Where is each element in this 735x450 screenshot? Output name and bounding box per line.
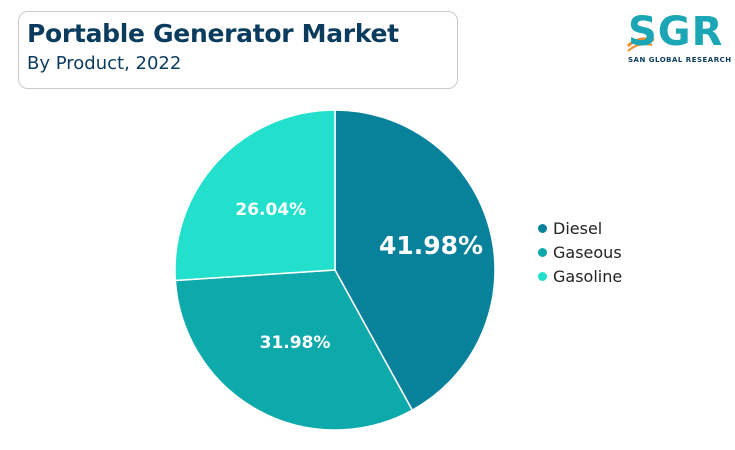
legend-label: Diesel: [553, 218, 603, 238]
legend-item-gasoline: Gasoline: [538, 264, 622, 288]
chart-title: Portable Generator Market: [27, 19, 399, 48]
legend-label: Gasoline: [553, 266, 623, 286]
brand-logo: SGR SAN GLOBAL RESEARCH: [626, 9, 731, 70]
legend-dot-icon: [538, 247, 547, 257]
logo-swoosh-icon: [626, 37, 655, 52]
legend-label: Gaseous: [553, 242, 622, 262]
pie-label-gaseous: 31.98%: [260, 333, 331, 353]
legend: Diesel Gaseous Gasoline: [538, 216, 622, 288]
chart-subtitle: By Product, 2022: [27, 53, 182, 74]
pie-label-diesel: 41.98%: [379, 231, 483, 260]
legend-item-diesel: Diesel: [538, 216, 622, 240]
pie-label-gasoline: 26.04%: [235, 200, 306, 220]
pie-slice-diesel: [334, 109, 496, 412]
title-box: Portable Generator Market By Product, 20…: [18, 11, 458, 89]
pie-slice-gasoline: [174, 109, 336, 282]
pie-slice-gaseous: [174, 269, 414, 431]
logo-text: SGR: [628, 9, 724, 55]
legend-item-gaseous: Gaseous: [538, 240, 622, 264]
legend-dot-icon: [538, 271, 547, 281]
legend-dot-icon: [538, 223, 547, 233]
logo-subtext: SAN GLOBAL RESEARCH: [628, 56, 732, 64]
